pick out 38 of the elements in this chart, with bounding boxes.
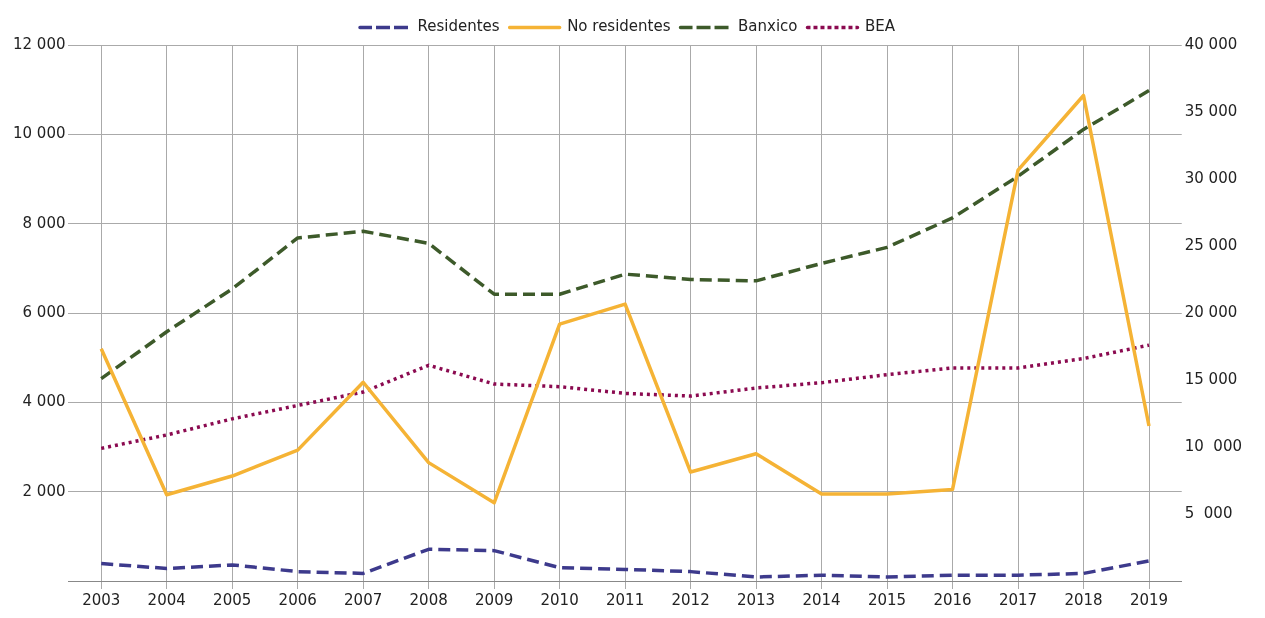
x-tick-label: 2016 xyxy=(933,590,972,609)
y2-tick-label: 40 000 xyxy=(1184,34,1238,53)
x-tick-label: 2015 xyxy=(867,590,907,609)
y2-tick-label: 5 000 xyxy=(1184,503,1233,522)
y2-tick-label: 30 000 xyxy=(1184,168,1238,187)
y-tick-label: 10 000 xyxy=(12,124,66,143)
x-tick-label: 2019 xyxy=(1129,590,1169,609)
y2-tick-label: 10 000 xyxy=(1184,436,1243,455)
legend-label: BEA xyxy=(864,17,896,36)
x-tick-label: 2009 xyxy=(475,590,514,609)
x-tick-label: 2003 xyxy=(82,590,121,609)
x-tick-label: 2013 xyxy=(736,590,776,609)
y2-tick-label: 25 000 xyxy=(1184,235,1238,254)
legend-label: Banxico xyxy=(738,17,798,36)
x-tick-label: 2004 xyxy=(147,590,186,609)
y2-tick-label: 35 000 xyxy=(1184,101,1238,120)
x-tick-label: 2011 xyxy=(606,590,645,609)
y-tick-label: 4 000 xyxy=(22,392,66,411)
y-tick-label: 2 000 xyxy=(22,481,66,500)
line-series xyxy=(99,88,1151,381)
legend-label: Residentes xyxy=(417,17,500,36)
y-tick-label: 12 000 xyxy=(12,34,66,53)
x-tick-label: 2018 xyxy=(1064,590,1103,609)
line-series xyxy=(99,343,1151,451)
y2-tick-label: 15 000 xyxy=(1184,369,1238,388)
x-tick-label: 2017 xyxy=(998,590,1038,609)
x-tick-label: 2012 xyxy=(671,590,710,609)
x-tick-label: 2006 xyxy=(278,590,317,609)
line-series xyxy=(99,547,1151,579)
x-tick-label: 2008 xyxy=(409,590,448,609)
x-tick-label: 2010 xyxy=(540,590,579,609)
y-tick-label: 6 000 xyxy=(22,302,66,321)
y-tick-label: 8 000 xyxy=(22,213,66,232)
x-tick-label: 2014 xyxy=(802,590,841,609)
y2-tick-label: 20 000 xyxy=(1184,302,1238,321)
legend-label: No residentes xyxy=(567,17,671,36)
x-tick-label: 2007 xyxy=(344,590,383,609)
x-tick-label: 2005 xyxy=(213,590,252,609)
